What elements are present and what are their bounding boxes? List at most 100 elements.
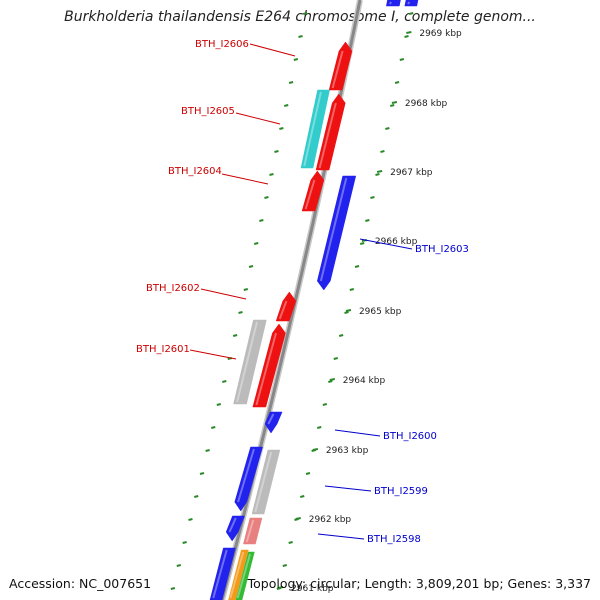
- gene-arrow-grey-2-shine: [254, 451, 273, 513]
- gene-arrow-orange[interactable]: [228, 549, 249, 600]
- track-dash-left: [264, 196, 269, 199]
- gene-arrow-bth-i2606-shine: [331, 50, 344, 89]
- track-dash-right: [328, 380, 333, 383]
- gene-arrow-green[interactable]: [235, 551, 255, 600]
- gene-arrow-bth-i2604-shine: [304, 179, 316, 210]
- track-dash-left: [259, 219, 264, 222]
- gene-arrow-bth-i2606[interactable]: [328, 41, 353, 91]
- gene-arrow-bth-i2598[interactable]: [225, 515, 245, 542]
- track-dash-right: [333, 357, 338, 360]
- scale-tick-mark: [277, 586, 284, 589]
- gene-arrow-bth-i2603-shine: [319, 177, 348, 282]
- track-dash-right: [375, 173, 380, 176]
- track-dash-right: [385, 127, 390, 130]
- accession-text: Accession: NC_007651: [9, 576, 152, 591]
- track-dash-left: [302, 12, 308, 15]
- track-dash-left: [288, 81, 294, 84]
- track-dash-right: [359, 242, 365, 245]
- track-dash-right: [338, 334, 344, 337]
- scale-tick-mark: [391, 101, 398, 104]
- gene-arrow-blue-bottom[interactable]: [209, 547, 236, 600]
- track-dash-left: [194, 495, 199, 498]
- scale-tick-mark: [376, 170, 383, 173]
- gene-leader-line: [317, 533, 365, 540]
- gene-label-bth-i2601[interactable]: BTH_I2601: [136, 344, 190, 355]
- track-dash-right: [408, 12, 414, 15]
- scale-tick-label: 2967 kbp: [390, 168, 433, 178]
- gene-leader-line: [334, 429, 381, 437]
- gene-leader-line: [249, 43, 296, 57]
- gene-arrow-cyan-shine: [303, 91, 322, 167]
- scale-tick-mark: [406, 31, 412, 34]
- track-dash-left: [269, 173, 274, 176]
- track-dash-left: [199, 472, 205, 475]
- gene-arrow-bth-i2602-shine: [278, 300, 288, 320]
- gene-arrow-blue-top-2-shine: [407, 1, 411, 5]
- scale-tick-label: 2965 kbp: [359, 307, 402, 317]
- gene-arrow-grey-2[interactable]: [251, 449, 281, 515]
- gene-arrow-pink-shine: [245, 519, 255, 543]
- track-dash-right: [288, 541, 293, 544]
- gene-arrow-blue-top[interactable]: [385, 0, 401, 7]
- gene-label-bth-i2599[interactable]: BTH_I2599: [374, 486, 428, 497]
- map-title: Burkholderia thailandensis E264 chromoso…: [64, 9, 536, 25]
- gene-arrow-blue-bottom-shine: [212, 549, 228, 599]
- track-dash-right: [380, 150, 385, 153]
- gene-label-bth-i2602[interactable]: BTH_I2602: [146, 283, 200, 294]
- scale-tick-label: 2964 kbp: [343, 376, 386, 386]
- topology-summary: Topology: circular; Length: 3,809,201 bp…: [247, 576, 591, 591]
- track-dash-right: [300, 495, 305, 498]
- gene-arrow-blue-top-shine: [389, 1, 392, 5]
- gene-arrow-grey-1[interactable]: [233, 319, 267, 405]
- track-dash-right: [282, 564, 288, 567]
- track-dash-left: [243, 288, 249, 291]
- gene-leader-line: [200, 288, 247, 300]
- gene-arrow-bth-i2605-shine: [318, 102, 337, 169]
- scale-tick-label: 2966 kbp: [375, 237, 418, 247]
- gene-label-bth-i2605[interactable]: BTH_I2605: [181, 106, 235, 117]
- scale-tick-mark: [329, 378, 335, 381]
- scale-tick-label: 2969 kbp: [419, 29, 462, 39]
- scale-tick-mark: [312, 448, 319, 451]
- gene-arrow-bth-i2601[interactable]: [252, 323, 286, 408]
- scale-tick-mark: [295, 517, 301, 520]
- scale-tick-mark: [345, 309, 352, 312]
- gene-label-bth-i2603[interactable]: BTH_I2603: [415, 244, 469, 255]
- gene-arrow-bth-i2600[interactable]: [264, 411, 283, 434]
- gene-label-bth-i2606[interactable]: BTH_I2606: [195, 39, 249, 50]
- gene-label-bth-i2604[interactable]: BTH_I2604: [168, 166, 222, 177]
- gene-arrow-bth-i2599-shine: [237, 448, 255, 503]
- track-dash-left: [188, 518, 193, 521]
- track-dash-left: [176, 564, 182, 567]
- track-dash-left: [222, 380, 227, 383]
- track-dash-right: [365, 219, 370, 222]
- gene-arrow-bth-i2604[interactable]: [301, 170, 325, 212]
- gene-leader-line: [324, 485, 372, 492]
- scale-tick-label: 2963 kbp: [326, 446, 369, 456]
- gene-arrow-bth-i2603[interactable]: [317, 175, 357, 291]
- scale-ticks: 2969 kbp 2968 kbp 2967 kbp 2966 kbp 2965 kbp…: [277, 29, 462, 594]
- gene-arrow-bth-i2599[interactable]: [234, 446, 263, 512]
- track-dash-right: [399, 58, 405, 61]
- track-dash-left: [238, 311, 243, 314]
- gene-arrow-blue-top-2[interactable]: [404, 0, 419, 7]
- track-dash-left: [283, 104, 289, 107]
- gene-leader-line: [189, 349, 237, 360]
- gene-arrow-bth-i2602[interactable]: [275, 291, 297, 322]
- track-dash-right: [322, 403, 328, 406]
- track-dash-right: [389, 104, 395, 107]
- gene-arrow-pink[interactable]: [243, 517, 263, 545]
- gene-arrow-cyan[interactable]: [300, 89, 330, 169]
- gene-label-bth-i2598[interactable]: BTH_I2598: [367, 534, 421, 545]
- scale-tick-label: 2961 kbp: [291, 584, 334, 594]
- track-dash-left: [248, 265, 254, 268]
- gene-label-bth-i2600[interactable]: BTH_I2600: [383, 431, 437, 442]
- gene-arrow-bth-i2601-shine: [255, 332, 277, 406]
- track-dash-left: [293, 58, 299, 61]
- track-dash-right: [394, 81, 400, 84]
- scale-tick-label: 2968 kbp: [405, 99, 448, 109]
- track-dash-right: [316, 426, 322, 429]
- gene-arrow-bth-i2605[interactable]: [315, 93, 346, 171]
- gene-leader-line: [221, 173, 269, 185]
